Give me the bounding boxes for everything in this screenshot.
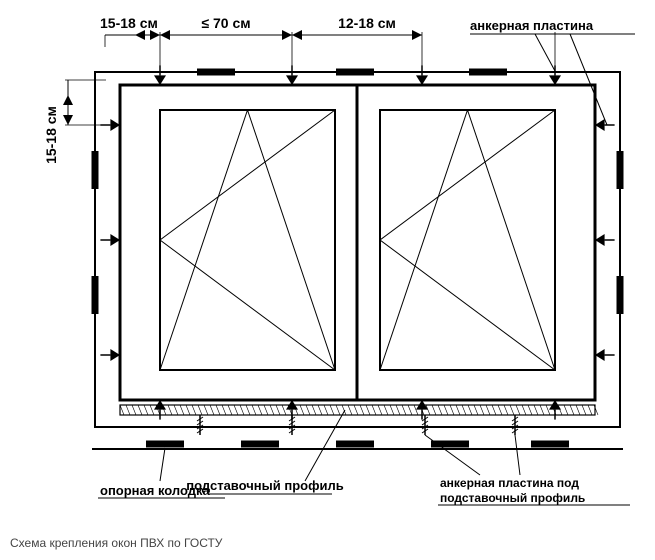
svg-text:анкерная пластина под: анкерная пластина под xyxy=(440,476,579,490)
svg-text:15-18 см: 15-18 см xyxy=(100,15,158,31)
svg-text:≤ 70 см: ≤ 70 см xyxy=(201,15,250,31)
svg-text:подставочный профиль: подставочный профиль xyxy=(186,478,343,493)
diagram-svg: 15-18 см ≤ 70 см 12-18 см 15-18 см анкерная … xyxy=(10,10,645,510)
svg-text:12-18 см: 12-18 см xyxy=(338,15,396,31)
caption: Схема крепления окон ПВХ по ГОСТУ xyxy=(10,536,645,550)
svg-text:анкерная пластина: анкерная пластина xyxy=(470,18,594,33)
svg-text:15-18 см: 15-18 см xyxy=(43,106,59,164)
window-mounting-diagram: 15-18 см ≤ 70 см 12-18 см 15-18 см анкерная … xyxy=(10,10,645,532)
svg-text:подставочный профиль: подставочный профиль xyxy=(440,491,585,505)
